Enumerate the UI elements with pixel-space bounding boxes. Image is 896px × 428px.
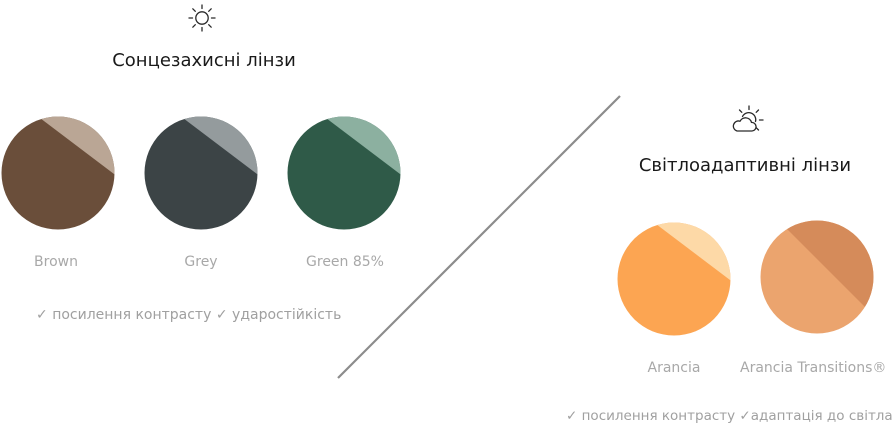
check-icon: ✓ — [36, 307, 48, 323]
lens-label-brown: Brown — [34, 254, 78, 270]
feature-light-adaptation: адаптація до світла — [750, 408, 893, 424]
lens-label-arancia: Arancia — [647, 360, 701, 376]
feature-contrast: посилення контрасту — [52, 307, 212, 323]
lens-brown[interactable] — [0, 115, 116, 231]
sun-icon — [188, 4, 216, 32]
lens-green[interactable] — [286, 115, 402, 231]
check-icon: ✓ — [215, 307, 228, 323]
lens-arancia[interactable] — [616, 221, 732, 337]
lens-label-grey: Grey — [184, 254, 218, 270]
lens-label-arancia-transitions: Arancia Transitions® — [740, 360, 887, 376]
check-icon: ✓ — [739, 408, 751, 424]
sun-cloud-icon — [732, 105, 764, 132]
sunglass-lenses-title: Сонцезахисні лінзи — [112, 50, 296, 71]
photochromic-lenses-title: Світлоадаптивні лінзи — [638, 155, 852, 176]
sunglass-features: ✓ посилення контрасту ✓ ударостійкість — [36, 307, 341, 323]
lens-grey[interactable] — [143, 115, 259, 231]
lens-arancia-transitions[interactable] — [759, 219, 875, 335]
feature-contrast: посилення контрасту — [581, 408, 736, 424]
photochromic-features: ✓ посилення контрасту ✓адаптація до світ… — [566, 408, 893, 424]
check-icon: ✓ — [566, 408, 578, 424]
lens-label-green: Green 85% — [306, 254, 384, 270]
feature-impact-resistance: ударостійкість — [232, 307, 342, 323]
